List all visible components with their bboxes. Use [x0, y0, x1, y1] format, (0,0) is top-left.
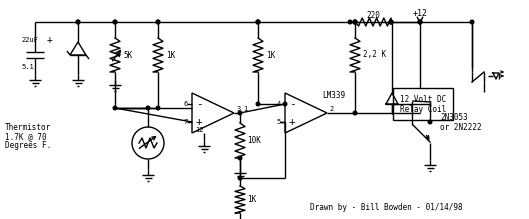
Text: +12: +12 [413, 9, 427, 18]
Text: 3: 3 [237, 106, 241, 112]
Circle shape [113, 106, 117, 110]
Circle shape [389, 20, 393, 24]
Text: 1.7K @ 70: 1.7K @ 70 [5, 132, 47, 141]
Text: 1K: 1K [166, 51, 175, 60]
Text: +: + [196, 117, 203, 127]
Circle shape [238, 111, 242, 115]
Circle shape [238, 176, 242, 180]
Text: 10K: 10K [247, 136, 261, 145]
Circle shape [76, 20, 80, 24]
Circle shape [418, 20, 422, 24]
Circle shape [389, 20, 393, 24]
Text: Relay Coil: Relay Coil [400, 106, 446, 115]
Text: 220: 220 [366, 11, 380, 19]
Bar [393, 88, 453, 120]
Circle shape [256, 102, 260, 106]
Text: 1K: 1K [266, 51, 275, 60]
Circle shape [146, 106, 150, 110]
Circle shape [353, 20, 357, 24]
Text: 2: 2 [329, 106, 333, 112]
Text: 1K: 1K [247, 194, 256, 203]
Text: -: - [289, 99, 295, 109]
Circle shape [256, 20, 260, 24]
Circle shape [156, 20, 160, 24]
Circle shape [256, 20, 260, 24]
Text: +: + [47, 35, 53, 45]
Text: LM339: LM339 [322, 90, 345, 99]
Circle shape [113, 20, 117, 24]
Text: 2,2 K: 2,2 K [363, 51, 386, 60]
Text: 4: 4 [277, 101, 281, 107]
Circle shape [389, 20, 393, 24]
Text: 12: 12 [195, 127, 203, 133]
Text: +: + [289, 117, 295, 127]
Text: or 2N2222: or 2N2222 [440, 122, 481, 131]
Circle shape [113, 20, 117, 24]
Circle shape [76, 20, 80, 24]
Text: 6: 6 [184, 101, 188, 107]
Circle shape [418, 20, 422, 24]
Circle shape [256, 20, 260, 24]
Text: Degrees F.: Degrees F. [5, 141, 51, 150]
Circle shape [156, 106, 160, 110]
Text: 5.1: 5.1 [22, 64, 34, 70]
Circle shape [428, 120, 432, 124]
Circle shape [418, 20, 422, 24]
Text: 2N3053: 2N3053 [440, 113, 468, 122]
Text: Thermistor: Thermistor [5, 124, 51, 132]
Text: 7: 7 [184, 119, 188, 125]
Circle shape [353, 20, 357, 24]
Text: 5: 5 [277, 119, 281, 125]
Text: 12 Volt DC: 12 Volt DC [400, 95, 446, 104]
Circle shape [283, 102, 287, 106]
Text: Drawn by - Bill Bowden - 01/14/98: Drawn by - Bill Bowden - 01/14/98 [310, 203, 463, 212]
Circle shape [470, 20, 474, 24]
Text: -: - [196, 99, 203, 109]
Circle shape [348, 20, 352, 24]
Text: 22uF: 22uF [21, 37, 38, 43]
Text: 1: 1 [243, 106, 247, 112]
Circle shape [238, 156, 242, 160]
Circle shape [353, 111, 357, 115]
Text: 5K: 5K [123, 51, 132, 60]
Circle shape [156, 20, 160, 24]
Circle shape [353, 20, 357, 24]
